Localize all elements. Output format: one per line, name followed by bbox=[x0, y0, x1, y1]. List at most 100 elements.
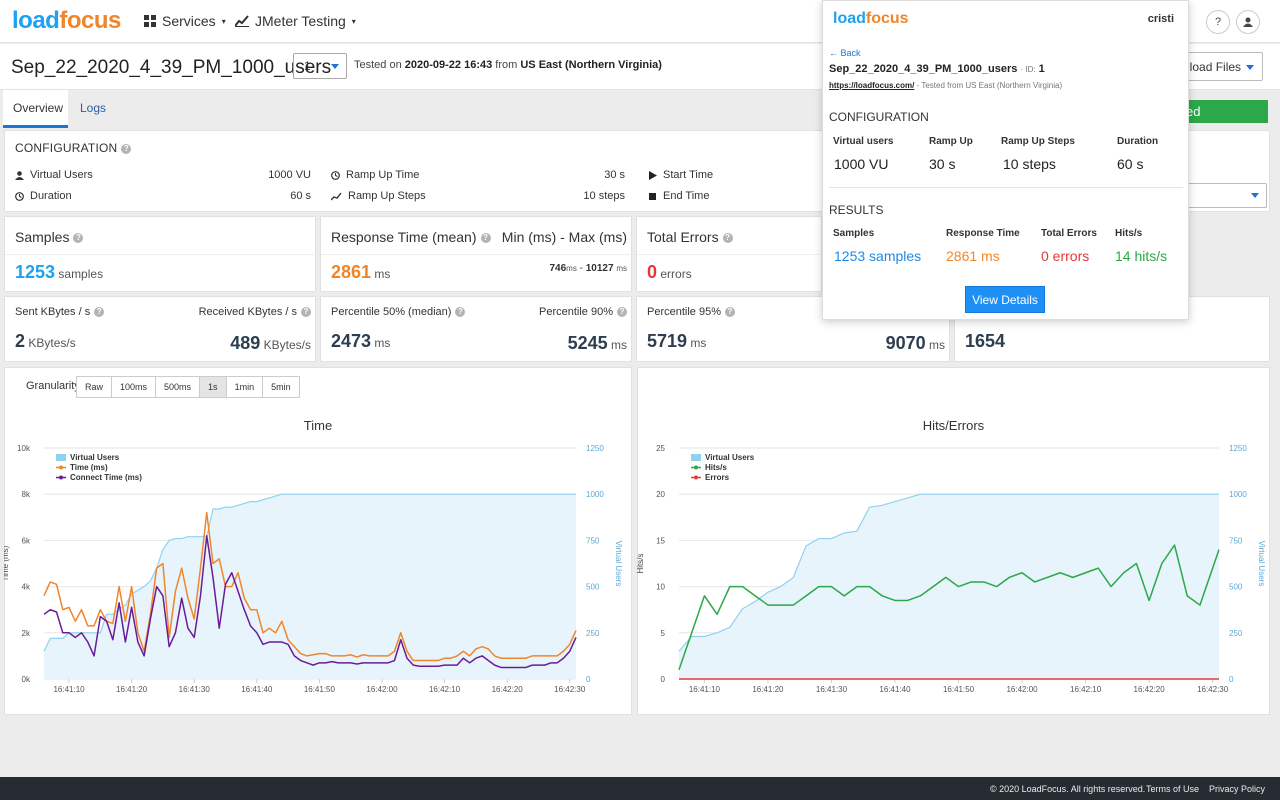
help-icon[interactable]: ? bbox=[455, 307, 466, 318]
view-details-button[interactable]: View Details bbox=[965, 286, 1045, 313]
y2-axis-label: Virtual Users bbox=[1257, 541, 1266, 587]
ramp-steps-value: 10 steps bbox=[583, 190, 625, 202]
legend-marker bbox=[59, 475, 63, 480]
popup-res-label: Samples bbox=[833, 228, 875, 239]
samples-value: 1253 bbox=[15, 262, 56, 282]
run-select[interactable]: 1 bbox=[293, 53, 347, 79]
logo[interactable]: loadfocus bbox=[12, 7, 121, 35]
services-menu[interactable]: Services ▾ bbox=[144, 13, 226, 29]
x-tick-label: 16:41:40 bbox=[241, 685, 273, 694]
popup-divider bbox=[829, 187, 1183, 188]
popup-res-response: 2861 ms bbox=[946, 248, 1000, 264]
granularity-500ms[interactable]: 500ms bbox=[155, 376, 201, 398]
p90-title: Percentile 90%? bbox=[539, 306, 627, 318]
config-start-time: Start Time bbox=[649, 169, 713, 181]
errors-unit: errors bbox=[660, 267, 692, 281]
popup-res-samples: 1253 samples bbox=[834, 248, 922, 264]
help-icon[interactable]: ? bbox=[301, 307, 311, 318]
jmeter-menu[interactable]: JMeter Testing ▾ bbox=[235, 13, 356, 29]
tested-from-word: from bbox=[495, 59, 518, 71]
popup-res-label: Hits/s bbox=[1115, 228, 1143, 239]
popup-res-hits: 14 hits/s bbox=[1115, 248, 1168, 264]
response-title: Response Time (mean)? bbox=[331, 229, 491, 245]
play-icon bbox=[649, 170, 657, 180]
samples-metric: 1253 samples bbox=[15, 262, 103, 283]
chevron-down-icon: ▾ bbox=[351, 16, 356, 26]
clock-icon bbox=[15, 191, 24, 201]
x-tick-label: 16:42:00 bbox=[366, 685, 398, 694]
config-title: CONFIGURATION? bbox=[15, 141, 132, 155]
recv-label: Received KBytes / s bbox=[198, 306, 297, 318]
p95-value: 5719 bbox=[647, 331, 688, 351]
hits-errors-chart: Hits/Errors0510152025025050075010001250H… bbox=[637, 418, 1266, 694]
granularity-raw[interactable]: Raw bbox=[76, 376, 113, 398]
y2-tick-label: 250 bbox=[1229, 629, 1243, 638]
p99-unit: ms bbox=[929, 338, 945, 352]
popup-url-suffix: - Tested from US East (Northern Virginia… bbox=[916, 81, 1063, 90]
errors-title: Total Errors? bbox=[647, 229, 733, 245]
y-tick-label: 6k bbox=[22, 536, 31, 545]
back-link[interactable]: ← Back bbox=[829, 48, 861, 58]
y-tick-label: 10k bbox=[17, 444, 31, 453]
tab-logs[interactable]: Logs bbox=[80, 101, 107, 115]
grid-icon bbox=[144, 15, 156, 27]
popup-cfg-value: 60 s bbox=[1117, 156, 1144, 172]
p90-value: 5245 bbox=[567, 333, 608, 353]
p50-title: Percentile 50% (median)? bbox=[331, 306, 466, 318]
y2-tick-label: 1250 bbox=[586, 444, 604, 453]
popup-logo: loadfocus bbox=[833, 10, 909, 28]
samples-title: Samples? bbox=[15, 229, 84, 245]
end-time-label: End Time bbox=[663, 190, 710, 202]
x-tick-label: 16:42:10 bbox=[429, 685, 461, 694]
p50-value: 2473 bbox=[331, 331, 372, 351]
sent-metric: 2 KBytes/s bbox=[15, 331, 76, 352]
y2-tick-label: 500 bbox=[1229, 583, 1243, 592]
help-button[interactable]: ? bbox=[1206, 10, 1230, 34]
y2-tick-label: 1000 bbox=[586, 490, 604, 499]
help-icon[interactable]: ? bbox=[617, 307, 627, 318]
help-icon[interactable]: ? bbox=[725, 307, 735, 318]
granularity-5min[interactable]: 5min bbox=[262, 376, 300, 398]
help-icon[interactable]: ? bbox=[121, 143, 132, 154]
help-icon[interactable]: ? bbox=[73, 233, 84, 244]
chevron-down-icon: ▾ bbox=[221, 16, 226, 26]
granularity-100ms[interactable]: 100ms bbox=[111, 376, 157, 398]
help-icon[interactable]: ? bbox=[722, 233, 733, 244]
y2-tick-label: 250 bbox=[586, 629, 600, 638]
legend-label: Virtual Users bbox=[70, 453, 120, 462]
caret-down-icon bbox=[1246, 65, 1254, 70]
max-unit: ms bbox=[616, 264, 627, 273]
x-tick-label: 16:42:10 bbox=[1070, 685, 1102, 694]
legend-label: Time (ms) bbox=[70, 463, 108, 472]
user-icon bbox=[1243, 17, 1253, 27]
tab-overview[interactable]: Overview bbox=[3, 90, 68, 128]
x-tick-label: 16:41:10 bbox=[53, 685, 85, 694]
divider bbox=[5, 254, 317, 255]
granularity-1s[interactable]: 1s bbox=[199, 376, 227, 398]
test-summary-popup: loadfocus cristi ← Back Sep_22_2020_4_39… bbox=[822, 0, 1189, 320]
virtual-users-value: 1000 VU bbox=[268, 169, 311, 181]
test-location: US East (Northern Virginia) bbox=[520, 59, 662, 71]
config-duration: Duration bbox=[15, 190, 72, 202]
granularity-1min[interactable]: 1min bbox=[225, 376, 264, 398]
errors-value: 0 bbox=[647, 262, 658, 282]
help-icon[interactable]: ? bbox=[480, 233, 491, 244]
config-title-text: CONFIGURATION bbox=[15, 141, 118, 155]
popup-logo-part2: focus bbox=[865, 10, 909, 27]
errors-card: Total Errors? 0 errors bbox=[636, 216, 823, 292]
user-button[interactable] bbox=[1236, 10, 1260, 34]
y-tick-label: 2k bbox=[22, 629, 31, 638]
popup-url-link[interactable]: https://loadfocus.com/ bbox=[829, 81, 915, 90]
popup-user: cristi bbox=[1147, 13, 1174, 25]
popup-cfg-value: 30 s bbox=[929, 156, 956, 172]
footer-terms-link[interactable]: Terms of Use bbox=[1146, 784, 1200, 794]
popup-res-label: Response Time bbox=[946, 228, 1020, 239]
tested-on-prefix: Tested on bbox=[354, 59, 402, 71]
min-value: 746 bbox=[549, 263, 567, 274]
help-icon[interactable]: ? bbox=[94, 307, 105, 318]
kbytes-card: Sent KBytes / s? Received KBytes / s? 2 … bbox=[4, 296, 316, 362]
x-tick-label: 16:41:20 bbox=[752, 685, 784, 694]
y2-tick-label: 0 bbox=[1229, 675, 1234, 684]
footer-privacy-link[interactable]: Privacy Policy bbox=[1209, 784, 1266, 794]
series-area-virtual-users bbox=[679, 494, 1219, 679]
